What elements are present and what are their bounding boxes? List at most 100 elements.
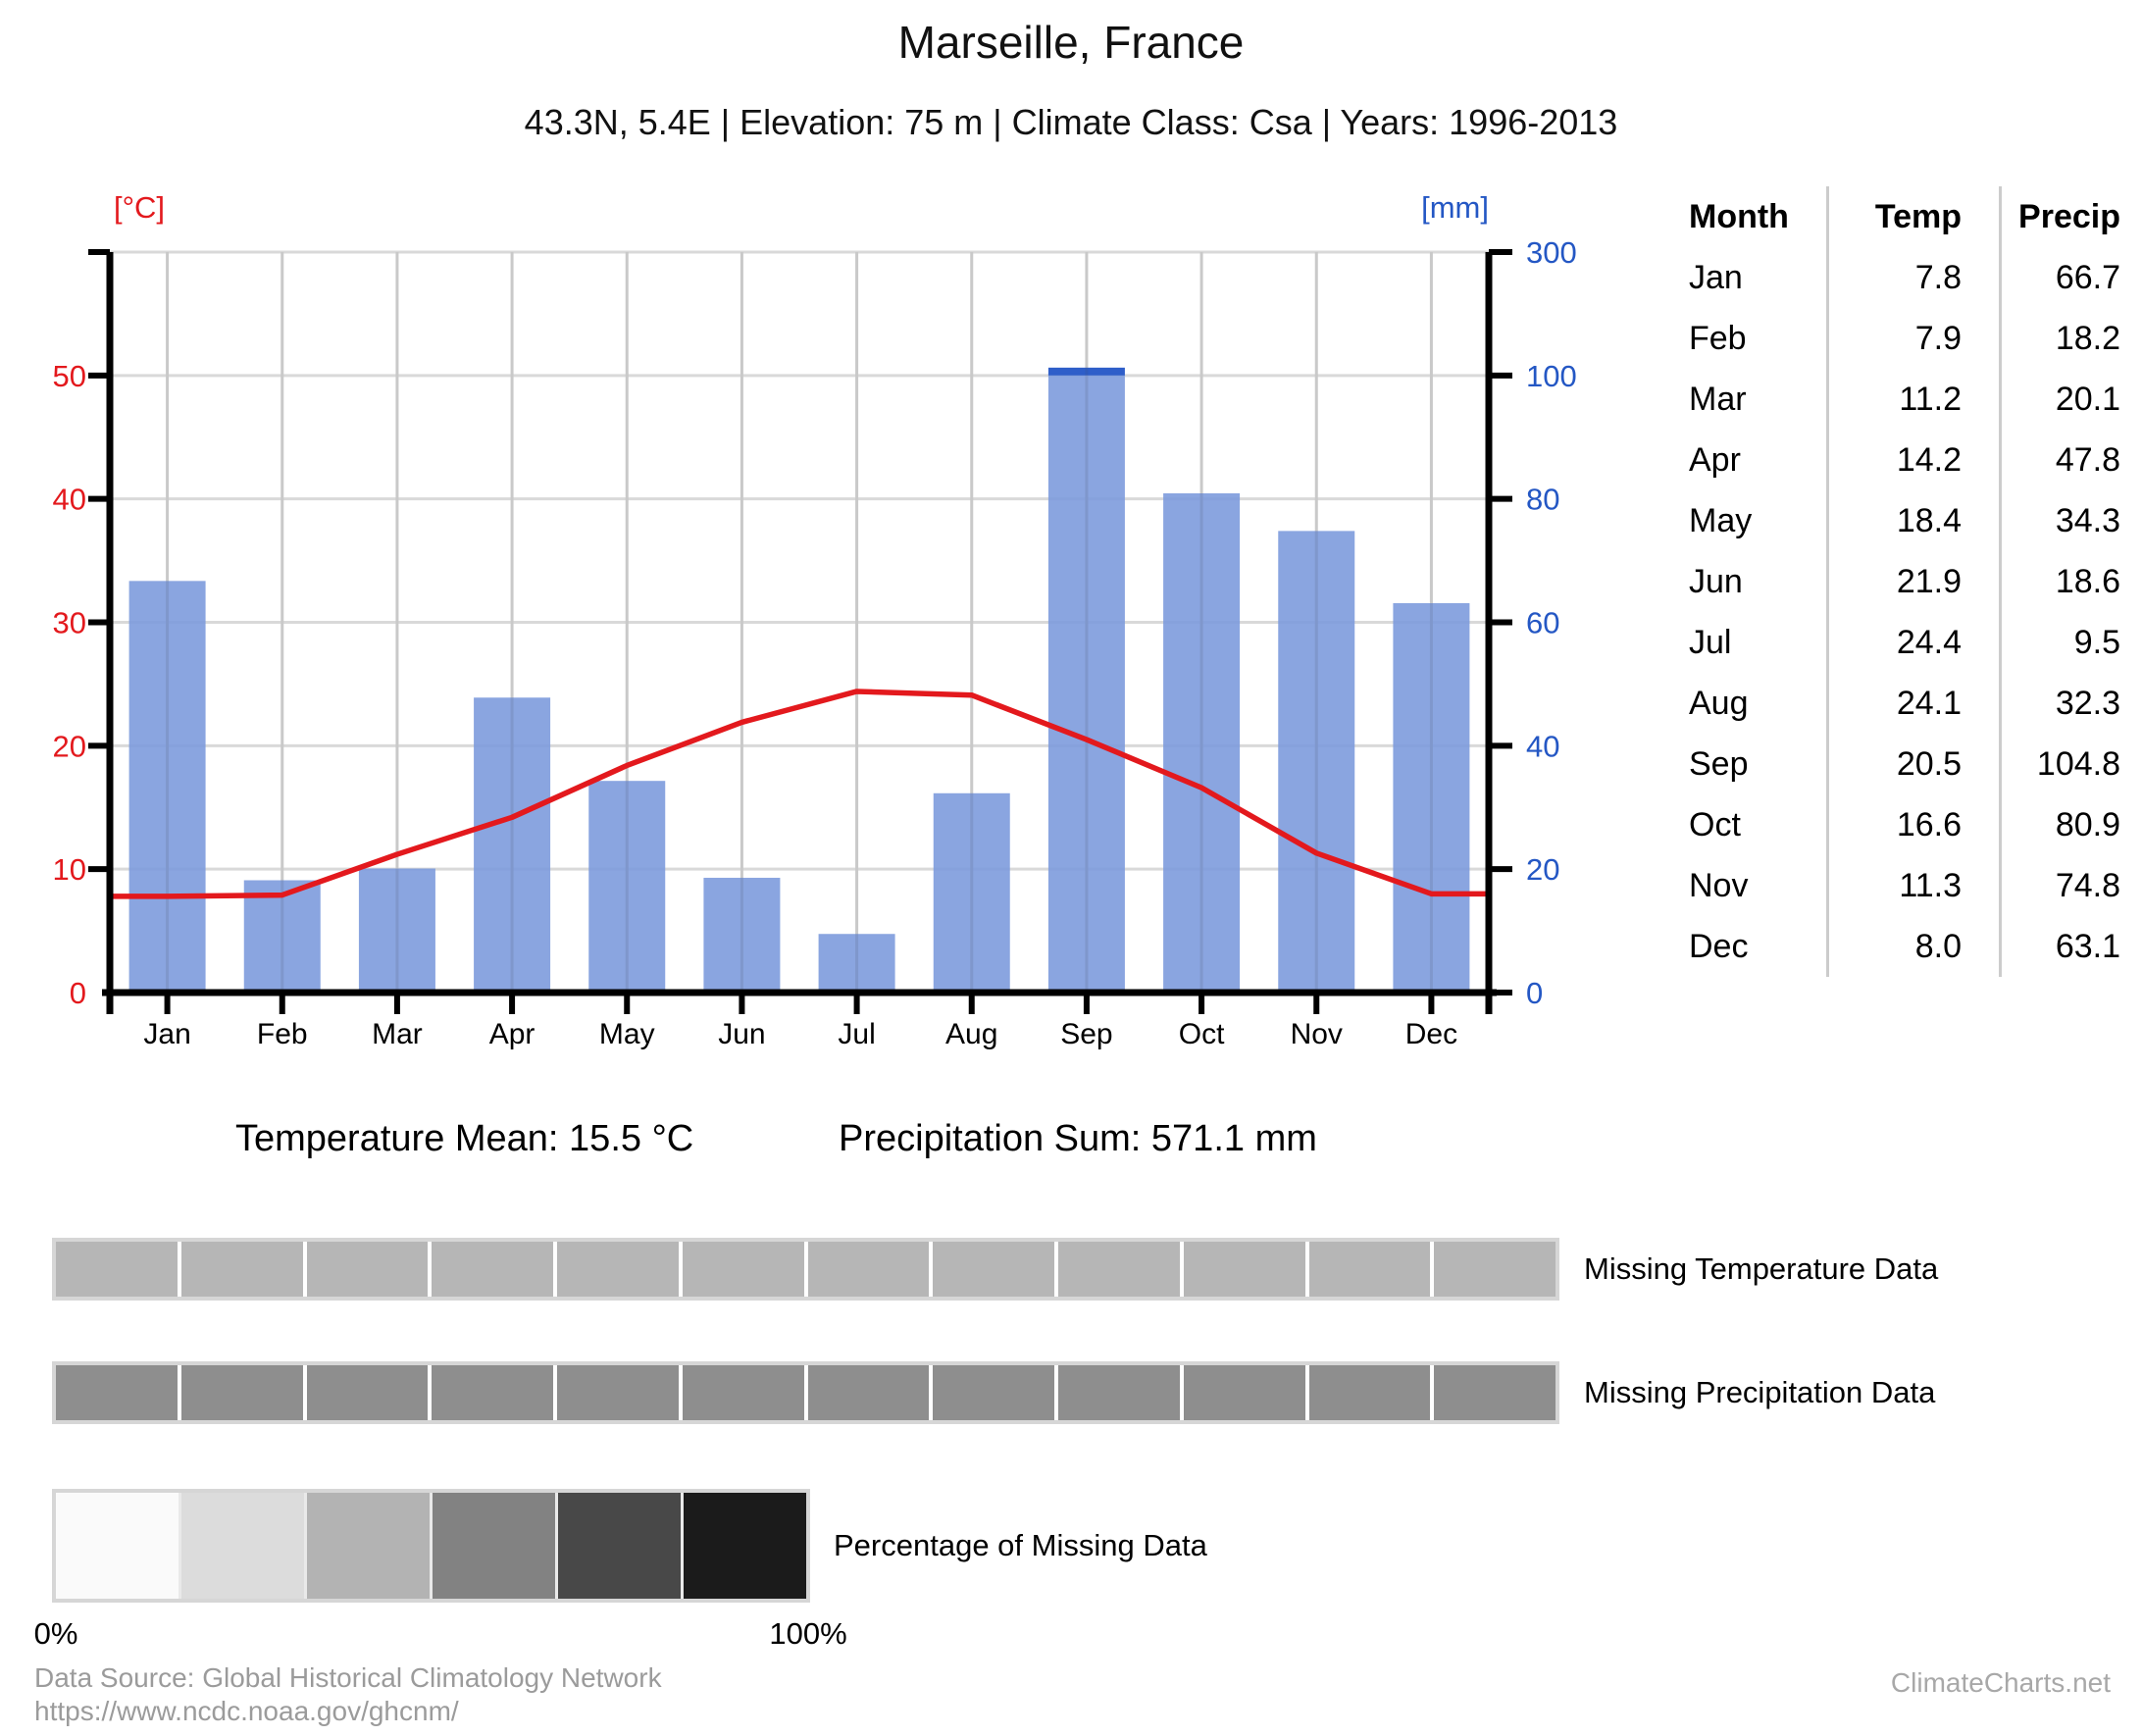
cell-precip: 104.8 (1999, 734, 2142, 794)
cell-month: Nov (1689, 866, 1749, 904)
cell-month: May (1689, 501, 1753, 539)
cell-month: Apr (1689, 440, 1741, 479)
page-title: Marseille, France (897, 17, 1245, 68)
month-label: Apr (489, 1018, 536, 1050)
missing-precip-segment (1058, 1365, 1180, 1420)
month-label: Aug (945, 1018, 997, 1050)
cell-month: Mar (1689, 380, 1747, 418)
missing-precip-segment (1183, 1365, 1305, 1420)
left-tick-label: 20 (53, 729, 86, 763)
cell-precip: 9.5 (1999, 612, 2142, 673)
precip-bar (243, 880, 321, 993)
table-row: Sep 20.5 104.8 (1679, 734, 2142, 794)
missing-precip-segment (180, 1365, 303, 1420)
scale-swatch (307, 1493, 430, 1599)
cell-precip: 74.8 (1999, 855, 2142, 916)
scale-swatch (56, 1493, 178, 1599)
page-subtitle: 43.3N, 5.4E | Elevation: 75 m | Climate … (524, 102, 1618, 142)
missing-temperature-label: Missing Temperature Data (1584, 1251, 1939, 1286)
cell-temp: 11.2 (1826, 369, 1999, 430)
table-row: Jan 7.8 66.7 (1679, 247, 2142, 308)
precip-bar (474, 697, 551, 993)
precip-bar-overflow-cap (1047, 367, 1125, 376)
missing-precip-segment (933, 1365, 1054, 1420)
missing-temp-segment (1308, 1242, 1431, 1297)
table-row: May 18.4 34.3 (1679, 490, 2142, 551)
climate-chart: [°C] [mm] 0 10 20 30 40 50 0 20 40 60 80 100 300 Jan Feb… (53, 190, 1577, 1050)
data-source-line1: Data Source: Global Historical Climatolo… (34, 1662, 662, 1693)
scale-swatch (684, 1493, 806, 1599)
left-axis-unit-label: [°C] (114, 190, 165, 225)
table-row: Oct 16.6 80.9 (1679, 794, 2142, 855)
cell-precip: 34.3 (1999, 490, 2142, 551)
table-row: Aug 24.1 32.3 (1679, 673, 2142, 734)
right-tick-label: 80 (1526, 483, 1559, 517)
right-tick-label: 60 (1526, 606, 1559, 640)
precip-bar (1163, 493, 1241, 993)
missing-temperature-strip (52, 1238, 1559, 1301)
temperature-mean-text: Temperature Mean: 15.5 °C (235, 1118, 694, 1159)
cell-temp: 14.2 (1826, 430, 1999, 490)
month-label: Oct (1179, 1018, 1225, 1050)
cell-precip: 80.9 (1999, 794, 2142, 855)
right-tick-label: 300 (1526, 235, 1577, 270)
scale-min-label: 0% (33, 1616, 78, 1651)
missing-precip-segment (1434, 1365, 1556, 1420)
left-tick-label: 30 (53, 606, 86, 640)
cell-month: Oct (1689, 805, 1741, 843)
missing-temp-segment (682, 1242, 804, 1297)
month-label: Jul (838, 1018, 875, 1050)
cell-temp: 18.4 (1826, 490, 1999, 551)
cell-temp: 7.8 (1826, 247, 1999, 308)
missing-temp-segment (306, 1242, 429, 1297)
right-tick-label: 100 (1526, 359, 1577, 393)
right-tick-label: 20 (1526, 852, 1559, 887)
left-tick-label: 0 (70, 976, 86, 1010)
precip-bar (1047, 375, 1125, 993)
month-label: Feb (257, 1018, 308, 1050)
precip-bar (358, 868, 435, 993)
right-tick-label: 0 (1526, 976, 1543, 1010)
missing-precip-segment (807, 1365, 930, 1420)
cell-temp: 21.9 (1826, 551, 1999, 612)
missing-data-color-scale (52, 1489, 810, 1603)
cell-month: Jul (1689, 623, 1732, 661)
cell-precip: 66.7 (1999, 247, 2142, 308)
missing-temp-segment (56, 1242, 178, 1297)
brand-text: ClimateCharts.net (1890, 1667, 2111, 1698)
table-header-row: Month Temp Precip (1679, 186, 2142, 247)
missing-temp-segment (1183, 1242, 1305, 1297)
left-tick-label: 50 (53, 359, 86, 393)
cell-temp: 8.0 (1826, 916, 1999, 977)
cell-temp: 24.1 (1826, 673, 1999, 734)
cell-precip: 18.2 (1999, 308, 2142, 369)
cell-temp: 20.5 (1826, 734, 1999, 794)
cell-temp: 7.9 (1826, 308, 1999, 369)
cell-month: Sep (1689, 744, 1749, 783)
left-tick-label: 40 (53, 483, 86, 517)
missing-precip-segment (1308, 1365, 1431, 1420)
precip-bar (1393, 602, 1470, 993)
data-source-line2: https://www.ncdc.noaa.gov/ghcnm/ (34, 1696, 459, 1726)
missing-precip-segment (432, 1365, 553, 1420)
missing-temp-segment (807, 1242, 930, 1297)
temperature-line (110, 689, 1489, 899)
missing-precip-segment (306, 1365, 429, 1420)
month-label: May (599, 1018, 655, 1050)
table-row: Dec 8.0 63.1 (1679, 916, 2142, 977)
month-label: Nov (1291, 1018, 1343, 1050)
cell-temp: 24.4 (1826, 612, 1999, 673)
cell-precip: 63.1 (1999, 916, 2142, 977)
missing-temp-segment (180, 1242, 303, 1297)
missing-temp-segment (557, 1242, 679, 1297)
cell-month: Feb (1689, 319, 1747, 357)
left-tick-label: 10 (53, 852, 86, 887)
scale-swatch (433, 1493, 555, 1599)
month-label: Mar (372, 1018, 423, 1050)
missing-temp-segment (432, 1242, 553, 1297)
scale-max-label: 100% (769, 1616, 847, 1651)
col-header-precip: Precip (1999, 186, 2142, 247)
right-axis-unit-label: [mm] (1421, 190, 1489, 225)
cell-month: Jun (1689, 562, 1743, 600)
precip-bar (703, 877, 781, 993)
